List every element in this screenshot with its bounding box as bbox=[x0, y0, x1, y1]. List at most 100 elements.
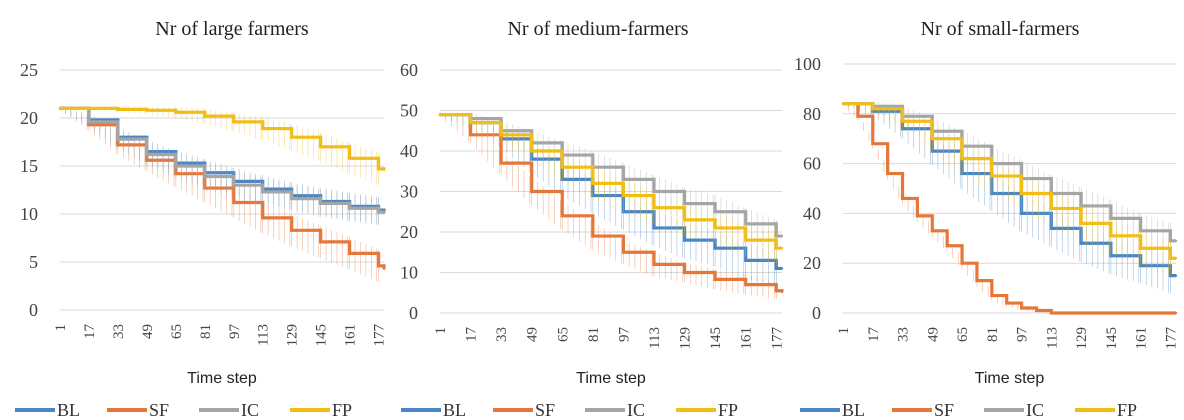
series-bl bbox=[841, 102, 1178, 294]
data-point bbox=[652, 226, 656, 230]
x-tick-label: 113 bbox=[647, 327, 663, 349]
series-bl bbox=[438, 112, 784, 285]
legend: BL SF IC FP bbox=[800, 400, 1137, 420]
x-tick-label: 17 bbox=[464, 327, 480, 343]
x-tick-label: 113 bbox=[256, 324, 272, 346]
series-line-sf bbox=[440, 112, 784, 293]
data-point bbox=[901, 120, 904, 123]
legend-label-sf: SF bbox=[535, 400, 555, 420]
data-point bbox=[871, 107, 874, 111]
data-point bbox=[775, 247, 778, 250]
data-point bbox=[744, 283, 747, 286]
y-tick-label: 100 bbox=[794, 54, 821, 74]
x-tick-label: 33 bbox=[111, 324, 127, 339]
x-tick-label: 81 bbox=[586, 327, 602, 342]
data-point bbox=[232, 120, 235, 124]
x-tick-label: 145 bbox=[708, 327, 724, 350]
data-point bbox=[377, 264, 380, 268]
x-tick-label: 33 bbox=[494, 327, 510, 342]
series-line-sf bbox=[60, 106, 386, 269]
legend-label-fp: FP bbox=[332, 400, 352, 420]
data-point bbox=[561, 214, 564, 217]
data-point bbox=[713, 278, 717, 281]
legend-label-fp: FP bbox=[1117, 400, 1137, 420]
data-point bbox=[377, 167, 380, 171]
data-point bbox=[319, 202, 322, 205]
chart-panel-2: Nr of medium-farmers 0 10 20 30 40 50 60 1 17 33 49… bbox=[400, 18, 785, 420]
x-tick-label: 129 bbox=[1074, 327, 1090, 350]
legend-label-ic: IC bbox=[627, 400, 645, 420]
data-point bbox=[931, 229, 934, 233]
data-point bbox=[990, 174, 994, 178]
data-point bbox=[174, 111, 178, 114]
data-point bbox=[916, 214, 919, 218]
y-tick-label: 30 bbox=[400, 182, 418, 202]
data-point bbox=[975, 279, 979, 282]
legend: BL SF IC FP bbox=[401, 400, 738, 420]
data-point bbox=[775, 289, 778, 292]
x-tick-label: 97 bbox=[616, 327, 632, 343]
data-point bbox=[931, 137, 934, 140]
x-tick-label: 177 bbox=[1163, 327, 1179, 350]
x-axis-label: Time step bbox=[576, 370, 646, 387]
data-point bbox=[713, 247, 717, 250]
data-point bbox=[377, 210, 380, 214]
data-point bbox=[1079, 311, 1083, 315]
data-point bbox=[841, 102, 845, 106]
data-point bbox=[622, 251, 625, 254]
data-point bbox=[780, 290, 784, 294]
data-point bbox=[438, 113, 442, 116]
data-point bbox=[530, 149, 533, 153]
series-line-fp bbox=[60, 106, 386, 171]
data-point bbox=[499, 133, 503, 136]
data-point bbox=[382, 267, 386, 270]
chart-title: Nr of medium-farmers bbox=[507, 18, 688, 40]
y-tick-label: 0 bbox=[29, 300, 38, 320]
y-tick-label: 0 bbox=[812, 303, 821, 323]
chart-title: Nr of large farmers bbox=[155, 18, 309, 40]
data-point bbox=[960, 262, 964, 265]
legend: BL SF IC FP bbox=[15, 400, 352, 420]
data-point bbox=[780, 247, 784, 250]
x-tick-label: 17 bbox=[866, 327, 882, 343]
data-point bbox=[622, 194, 625, 197]
x-tick-label: 1 bbox=[836, 327, 852, 335]
data-point bbox=[203, 114, 207, 118]
data-point bbox=[530, 190, 533, 193]
data-point bbox=[469, 133, 472, 136]
data-point bbox=[652, 263, 656, 266]
y-tick-label: 80 bbox=[803, 104, 821, 124]
data-point bbox=[1079, 242, 1083, 245]
series-fp bbox=[438, 112, 784, 265]
y-tick-label: 50 bbox=[400, 101, 418, 121]
x-axis-label: Time step bbox=[975, 370, 1045, 387]
data-point bbox=[561, 166, 564, 169]
series-line-ic bbox=[440, 112, 782, 238]
y-tick-label: 20 bbox=[803, 253, 821, 273]
x-tick-label: 17 bbox=[82, 324, 98, 340]
data-point bbox=[1020, 212, 1023, 215]
data-point bbox=[683, 218, 686, 222]
y-tick-label: 10 bbox=[20, 204, 38, 224]
data-point bbox=[116, 108, 120, 111]
legend-label-ic: IC bbox=[1026, 400, 1044, 420]
y-tick-label: 60 bbox=[803, 154, 821, 174]
data-point bbox=[886, 172, 889, 175]
data-point bbox=[945, 244, 949, 247]
data-point bbox=[1109, 234, 1113, 238]
data-point bbox=[856, 115, 860, 118]
data-point bbox=[1139, 247, 1142, 250]
x-tick-label: 145 bbox=[314, 324, 330, 347]
data-point bbox=[116, 137, 120, 141]
x-tick-label: 177 bbox=[769, 327, 785, 350]
y-tick-label: 15 bbox=[20, 156, 38, 176]
data-point bbox=[290, 229, 293, 232]
data-point bbox=[87, 120, 91, 124]
data-point bbox=[290, 136, 293, 139]
legend-label-sf: SF bbox=[149, 400, 169, 420]
data-point bbox=[713, 226, 717, 230]
y-tick-label: 5 bbox=[29, 252, 38, 272]
data-point bbox=[145, 109, 149, 112]
x-tick-label: 49 bbox=[525, 327, 541, 342]
